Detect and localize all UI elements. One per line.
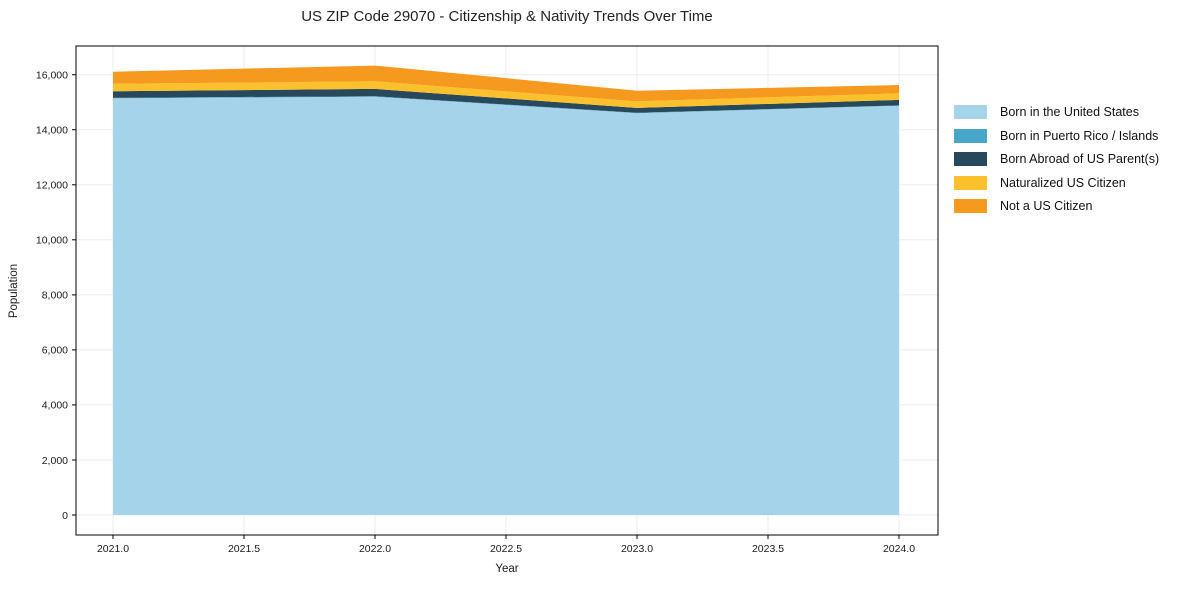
y-tick-label: 2,000 [42, 455, 68, 467]
area-series-3 [113, 81, 899, 108]
y-tick-label: 8,000 [42, 290, 68, 302]
y-axis-label: Population [8, 263, 20, 319]
legend-item-born-abroad: Born Abroad of US Parent(s) [954, 152, 1159, 166]
x-axis-label: Year [495, 563, 519, 575]
x-tick-label: 2023.0 [621, 543, 653, 555]
legend-swatch-not-citizen [954, 199, 987, 213]
legend-swatch-born-abroad [954, 152, 987, 166]
area-series-4 [113, 65, 899, 102]
legend-label: Born Abroad of US Parent(s) [1000, 152, 1160, 166]
stacked-areas [113, 65, 899, 515]
plot-border [75, 45, 939, 536]
legend-label: Born in Puerto Rico / Islands [1000, 128, 1159, 143]
y-tick-label: 6,000 [42, 345, 68, 357]
legend-label: Naturalized US Citizen [1000, 175, 1126, 190]
y-tick-label: 0 [62, 510, 68, 522]
y-tick-label: 12,000 [36, 180, 68, 192]
legend-label: Born in the United States [1000, 105, 1139, 119]
y-tick-label: 4,000 [42, 400, 68, 412]
legend-swatch-born-us [954, 105, 987, 119]
legend-label: Not a US Citizen [1000, 199, 1093, 213]
legend-item-not-citizen: Not a US Citizen [954, 199, 1159, 213]
y-axis-ticks: 0 2,000 4,000 6,000 8,000 10,000 12,000 14,000 1… [36, 70, 76, 522]
legend-item-born-pr: Born in Puerto Rico / Islands [954, 128, 1159, 143]
y-tick-label: 10,000 [36, 235, 68, 247]
x-tick-label: 2022.0 [359, 543, 391, 555]
area-series-0 [113, 96, 899, 515]
chart-title: US ZIP Code 29070 - Citizenship & Nativi… [301, 8, 713, 25]
x-tick-label: 2024.0 [883, 543, 915, 555]
legend: Born in the United States Born in Puerto… [954, 105, 1159, 213]
legend-item-naturalized: Naturalized US Citizen [954, 175, 1159, 190]
legend-item-born-us: Born in the United States [954, 105, 1159, 119]
x-tick-label: 2023.5 [752, 543, 784, 555]
legend-swatch-born-pr [954, 128, 987, 143]
area-series-1 [113, 96, 899, 114]
x-axis-ticks: 2021.0 2021.5 2022.0 2022.5 2023.0 2023.5 2024… [97, 535, 915, 555]
x-tick-label: 2022.5 [490, 543, 522, 555]
y-tick-label: 16,000 [36, 70, 68, 82]
legend-swatch-naturalized [954, 175, 987, 190]
area-series-2 [113, 88, 899, 113]
x-tick-label: 2021.5 [228, 543, 260, 555]
y-tick-label: 14,000 [36, 125, 68, 137]
x-tick-label: 2021.0 [97, 543, 129, 555]
